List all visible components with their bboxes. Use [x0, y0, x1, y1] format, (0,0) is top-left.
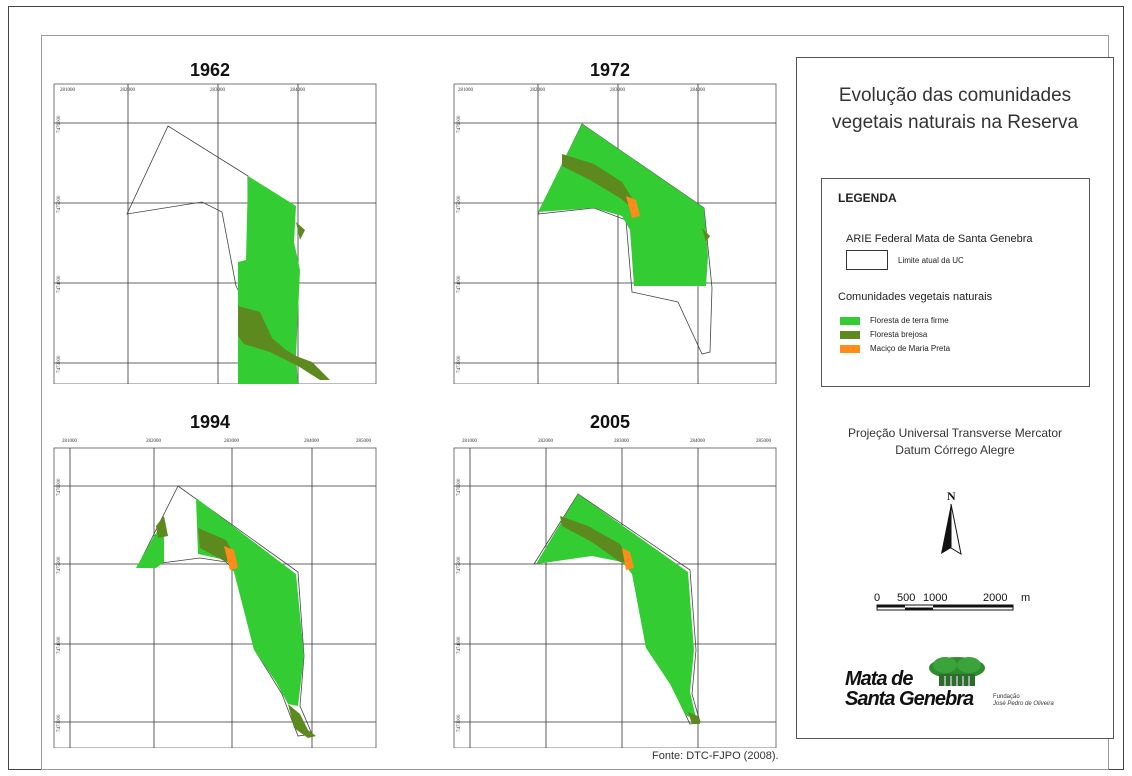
map-title: Evolução das comunidades vegetais natura…: [797, 82, 1113, 136]
logo-sub1: Fundação: [993, 694, 1020, 700]
y-tick: 7473000: [57, 355, 62, 373]
x-tick: 281000: [458, 88, 474, 93]
legend-communities-label: Comunidades vegetais naturais: [838, 291, 993, 303]
x-tick: 281000: [62, 439, 78, 444]
floresta-brejosa: [562, 154, 632, 208]
floresta-brejosa: [156, 516, 168, 538]
x-tick: 282000: [538, 439, 554, 444]
y-tick: 7475000: [457, 195, 462, 213]
map-1962: 1962 281000 282000 283000 284000 7476000…: [50, 60, 377, 386]
scale-tick-label: 500: [897, 592, 915, 604]
legend-item-terra-firme: Floresta de terra firme: [870, 316, 949, 325]
map-frame: 281000 282000 283000 284000 7476000 7475…: [453, 83, 777, 384]
map-frame: 281000 282000 283000 284000 285000 74760…: [453, 439, 777, 748]
scale-tick-label: 2000: [983, 592, 1007, 604]
y-tick: 7476000: [57, 478, 62, 496]
floresta-brejosa: [560, 516, 630, 562]
y-tick: 7475000: [457, 556, 462, 574]
y-tick: 7475000: [57, 195, 62, 213]
map-year-label: 1972: [589, 60, 631, 80]
x-tick: 283000: [224, 439, 240, 444]
legend: LEGENDA ARIE Federal Mata de Santa Geneb…: [821, 178, 1090, 387]
scale-tick-label: 1000: [923, 592, 947, 604]
floresta-brejosa: [238, 306, 330, 380]
y-tick: 7474000: [457, 275, 462, 293]
macico-maria-preta: [626, 196, 640, 218]
y-tick: 7474000: [57, 636, 62, 654]
floresta-brejosa: [688, 712, 700, 724]
map-frame: 281000 282000 283000 284000 7476000 7475…: [53, 83, 377, 384]
y-tick: 7474000: [57, 275, 62, 293]
x-tick: 284000: [690, 88, 706, 93]
projection-line1: Projeção Universal Transverse Mercator: [847, 426, 1063, 440]
x-tick: 283000: [610, 88, 626, 93]
y-tick: 7476000: [57, 115, 62, 133]
floresta-brejosa: [288, 704, 316, 738]
macico-maria-preta: [622, 548, 634, 570]
legend-arie-label: ARIE Federal Mata de Santa Genebra: [846, 233, 1033, 245]
map-year-label: 1994: [189, 412, 231, 432]
north-arrow-icon: N: [941, 489, 962, 556]
map-year-label: 1962: [189, 60, 231, 80]
source-credit: Fonte: DTC-FJPO (2008).: [652, 750, 779, 762]
floresta-brejosa: [702, 228, 710, 242]
y-tick: 7473000: [57, 714, 62, 732]
y-tick: 7476000: [457, 478, 462, 496]
floresta-terra-firme: [238, 176, 300, 384]
x-tick: 284000: [304, 439, 320, 444]
legend-item-brejosa: Floresta brejosa: [870, 330, 928, 339]
map-frame: 281000 282000 283000 284000 285000 74760…: [53, 439, 377, 748]
legend-swatch-terra-firme: [840, 317, 860, 325]
x-tick: 283000: [210, 88, 226, 93]
legend-boundary-label: Limite atual da UC: [898, 256, 964, 265]
legend-item-maria-preta: Maciço de Maria Preta: [870, 344, 951, 353]
x-tick: 283000: [614, 439, 630, 444]
scale-bar: 0 500 1000 2000 m: [874, 592, 1030, 611]
north-label: N: [947, 489, 956, 503]
floresta-brejosa: [296, 222, 305, 240]
logo-line2: Santa Genebra: [845, 688, 974, 710]
legend-swatch-brejosa: [840, 331, 860, 339]
reserve-boundary: [537, 123, 713, 355]
y-tick: 7474000: [457, 636, 462, 654]
map-1994: 1994 281000 282000 283000 284000 285000 …: [50, 412, 377, 752]
y-tick: 7473000: [457, 355, 462, 373]
map-2005: 2005 281000 282000 283000 284000 285000 …: [450, 412, 777, 752]
macico-maria-preta: [224, 546, 238, 570]
legend-title: LEGENDA: [838, 191, 897, 205]
legend-boundary-swatch: [846, 250, 888, 270]
y-tick: 7475000: [57, 556, 62, 574]
projection-line2: Datum Córrego Alegre: [895, 443, 1015, 457]
logo-sub2: José Pedro de Oliveira: [993, 701, 1054, 707]
map-year-label: 2005: [589, 412, 631, 432]
info-panel: Evolução das comunidades vegetais natura…: [796, 57, 1114, 739]
map-title-line2: vegetais naturais na Reserva: [831, 112, 1079, 133]
logo-line1: Mata de: [845, 668, 913, 690]
scale-unit: m: [1021, 592, 1030, 604]
x-tick: 284000: [690, 439, 706, 444]
x-tick: 281000: [60, 88, 76, 93]
x-tick: 281000: [462, 439, 478, 444]
map-title-line1: Evolução das comunidades: [838, 85, 1072, 106]
x-tick: 282000: [530, 88, 546, 93]
floresta-terra-firme: [536, 494, 696, 718]
legend-swatch-maria-preta: [840, 345, 860, 353]
y-tick: 7473000: [457, 714, 462, 732]
x-tick: 282000: [146, 439, 162, 444]
tree-logo-icon: [929, 657, 985, 686]
x-tick: 285000: [356, 439, 372, 444]
map-1972: 1972 281000 282000 283000 284000 7476000…: [450, 60, 777, 386]
scale-tick-label: 0: [874, 592, 880, 604]
floresta-terra-firme: [136, 522, 164, 568]
projection-info: Projeção Universal Transverse Mercator D…: [797, 425, 1113, 459]
x-tick: 282000: [120, 88, 136, 93]
x-tick: 284000: [290, 88, 306, 93]
y-tick: 7476000: [457, 115, 462, 133]
x-tick: 285000: [756, 439, 772, 444]
